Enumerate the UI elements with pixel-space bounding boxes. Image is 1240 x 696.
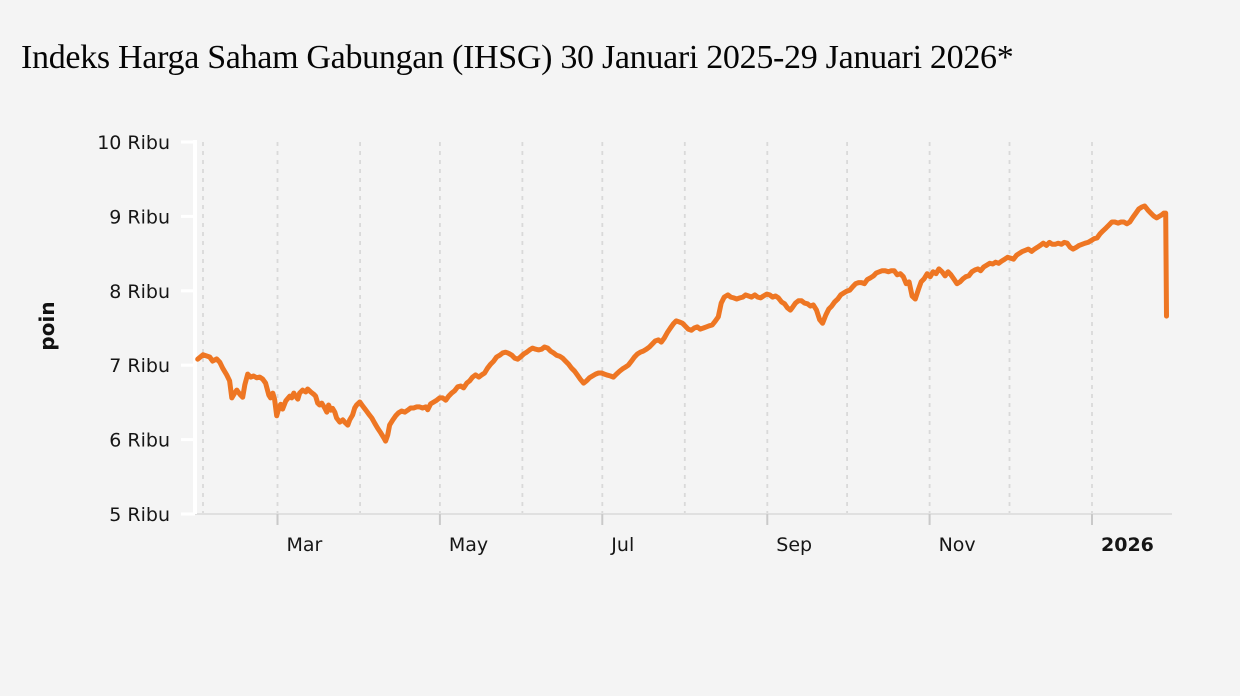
x-tick-label: Nov [939,534,976,556]
y-tick-label: 6 Ribu [109,430,170,452]
y-tick-label: 7 Ribu [109,355,170,377]
y-tick-label: 10 Ribu [97,132,170,154]
x-tick-label: Sep [776,534,812,556]
chart-title: Indeks Harga Saham Gabungan (IHSG) 30 Ja… [21,39,1014,76]
y-tick-label: 8 Ribu [109,281,170,303]
x-tick-label: 2026 [1101,534,1154,556]
y-axis-title: poin [35,301,59,350]
x-tick-label: Jul [610,534,634,556]
y-tick-label: 9 Ribu [109,206,170,228]
series-line-ihsg [195,203,1169,444]
x-tick-label: May [449,534,488,556]
y-tick-label: 5 Ribu [109,504,170,526]
x-tick-label: Mar [287,534,323,556]
